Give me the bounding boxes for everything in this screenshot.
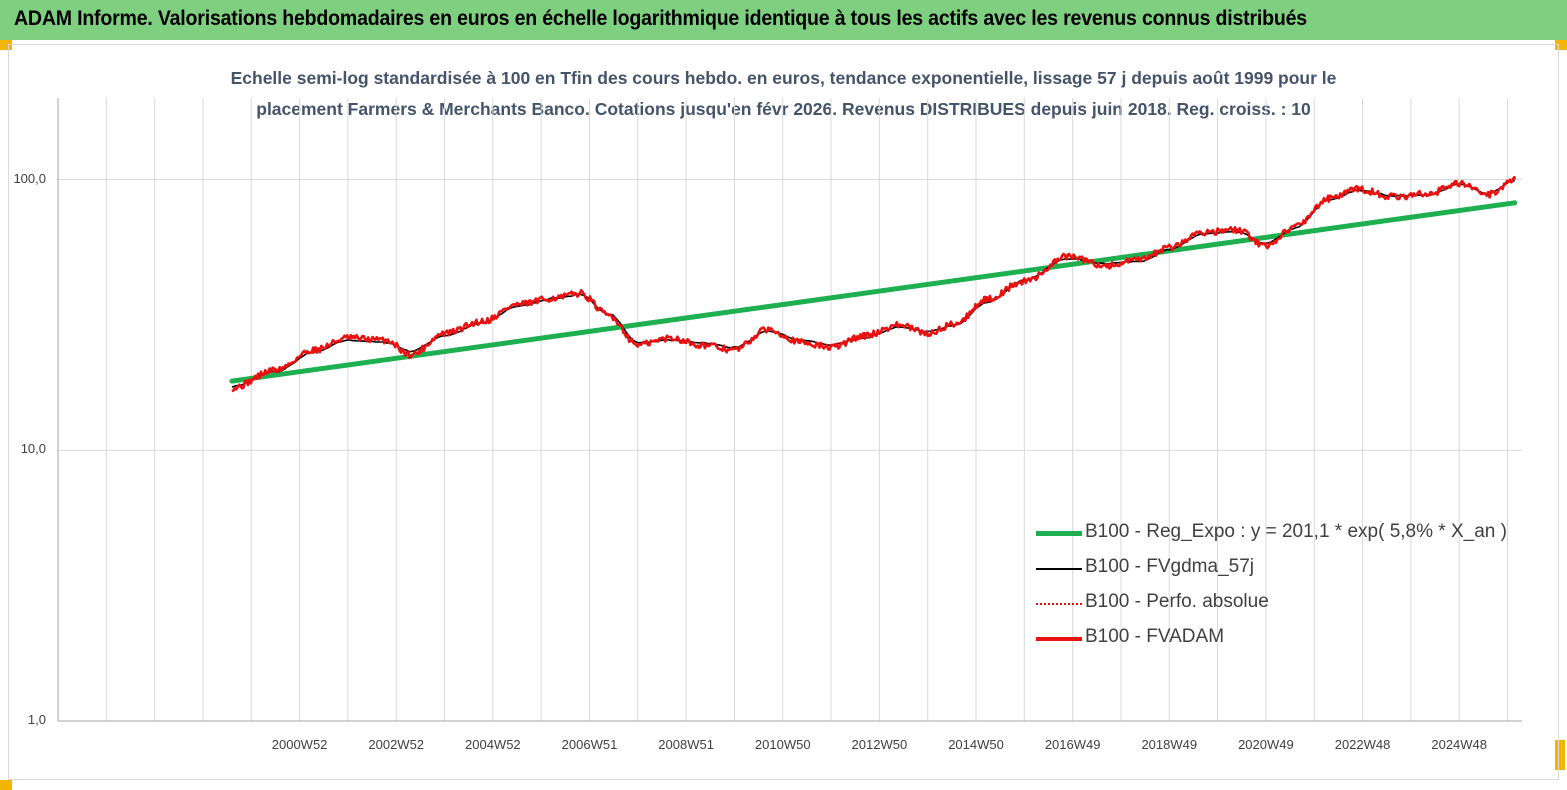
x-tick-label: 2014W50: [948, 737, 1004, 752]
x-tick-label: 2000W52: [271, 737, 328, 752]
y-tick-label: 1,0: [27, 712, 46, 727]
x-tick-label: 2004W52: [465, 737, 521, 752]
y-tick-label: 10,0: [20, 441, 46, 457]
series-line-fvadam: [231, 176, 1517, 393]
chart-frame: [8, 44, 1559, 780]
corner-marker-bottom-left: [0, 780, 12, 790]
legend-swatch-perfo-absolue: [1036, 603, 1082, 605]
x-tick-label: 2006W51: [561, 737, 618, 752]
x-tick-label: 2022W48: [1334, 737, 1391, 752]
title-banner: ADAM Informe. Valorisations hebdomadaire…: [0, 0, 1567, 40]
x-tick-label: 2012W50: [851, 737, 908, 752]
legend-label-reg-expo: B100 - Reg_Expo : y = 201,1 * exp( 5,8% …: [1085, 521, 1507, 542]
chart-title-line-2: placement Farmers & Merchants Banco. Cot…: [256, 99, 1311, 119]
x-tick-label: 2020W49: [1238, 737, 1294, 752]
x-tick-label: 2010W50: [754, 737, 811, 752]
legend-swatch-fvgdma: [1036, 568, 1082, 570]
y-tick-label: 100,0: [13, 170, 46, 186]
series-line-perfo-absolue: [231, 176, 1516, 392]
legend-label-fvadam: B100 - FVADAM: [1085, 626, 1225, 647]
corner-marker-top-left: [0, 40, 12, 50]
x-tick-label: 2008W51: [658, 737, 714, 752]
legend-swatch-reg-expo: [1036, 531, 1082, 536]
series-line-reg-expo: [229, 200, 1518, 384]
x-tick-label: 2002W52: [368, 737, 425, 752]
x-tick-label: 2018W49: [1141, 737, 1198, 752]
legend-label-fvgdma: B100 - FVgdma_57j: [1085, 556, 1254, 577]
page-title: ADAM Informe. Valorisations hebdomadaire…: [14, 7, 1307, 30]
x-tick-label: 2016W49: [1044, 737, 1101, 752]
legend-label-perfo-absolue: B100 - Perfo. absolue: [1085, 591, 1269, 612]
chart-title-line-1: Echelle semi-log standardisée à 100 en T…: [230, 68, 1337, 88]
x-tick-label: 2024W48: [1431, 737, 1488, 752]
legend-swatch-fvadam: [1036, 637, 1082, 641]
corner-marker-top-right: [1555, 40, 1567, 50]
corner-marker-bottom-right: [1555, 740, 1565, 770]
